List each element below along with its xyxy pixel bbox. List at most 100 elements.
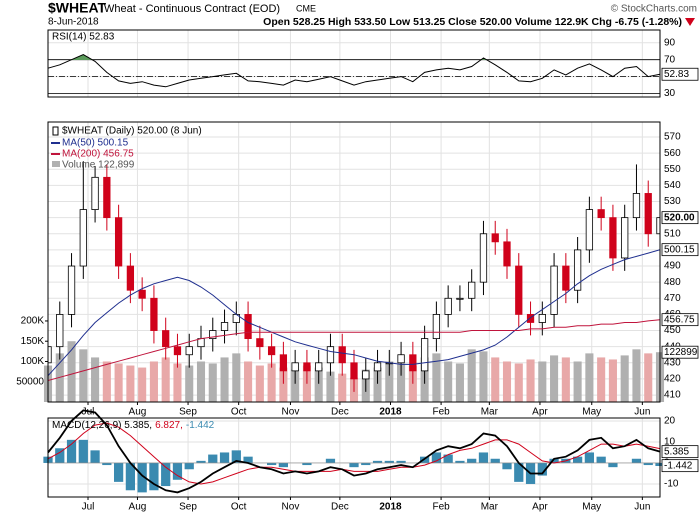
y-tick-label: 430: [664, 357, 681, 368]
histogram-bar: [431, 452, 442, 463]
volume-bar: [550, 355, 559, 402]
histogram-bar: [266, 462, 277, 466]
y-tick-label: 20: [664, 416, 676, 427]
volume-bar: [585, 353, 594, 402]
histogram-bar: [549, 458, 559, 463]
y-tick-label: 470: [664, 293, 681, 304]
legend-part: -1.442: [186, 420, 215, 431]
histogram-bar: [278, 462, 289, 468]
last-value: 500.15: [664, 244, 695, 255]
candle-body: [515, 265, 523, 315]
candle-body: [373, 362, 382, 372]
x-tick-label: Feb: [432, 407, 450, 418]
volume-bar: [126, 365, 135, 402]
volume-bar: [373, 367, 382, 402]
y-tick-label: 510: [664, 228, 681, 239]
histogram-bar: [161, 462, 171, 487]
x-tick-label: Dec: [331, 502, 349, 513]
histogram-bar: [184, 462, 194, 470]
volume-bar: [538, 361, 547, 402]
histogram-bar: [149, 462, 159, 491]
quote: Open 528.25 High 533.50 Low 513.25 Close…: [263, 16, 682, 28]
candle-body: [315, 362, 323, 372]
histogram-bar: [572, 456, 583, 463]
panel-frame: [47, 417, 661, 498]
candle-body: [432, 314, 441, 340]
candle-body: [256, 338, 264, 348]
candle-body: [197, 338, 205, 348]
last-value: 456.75: [664, 314, 695, 325]
volume-bar: [208, 363, 217, 402]
x-tick-label: Oct: [231, 407, 247, 418]
volume-bar: [338, 373, 347, 402]
panel-title: $WHEAT (Daily) 520.00 (8 Jun): [62, 126, 202, 137]
candle-body: [126, 265, 135, 291]
last-value-label: 52.83: [661, 67, 699, 81]
histogram-bar: [643, 462, 653, 466]
volume-bar: [455, 363, 464, 402]
histogram-bar: [467, 458, 477, 463]
volume-bar: [608, 359, 617, 402]
histogram-bar: [196, 460, 206, 463]
last-value: 52.83: [664, 69, 689, 80]
candle-body: [114, 217, 123, 267]
x-tick-label: May: [582, 407, 601, 418]
histogram-bar: [231, 450, 241, 463]
x-tick-label: Aug: [129, 407, 147, 418]
volume-bar: [102, 361, 111, 402]
histogram-bar: [78, 439, 88, 463]
last-value: 520.00: [664, 212, 695, 223]
histogram-bar: [66, 439, 77, 463]
rsi-line: [47, 54, 661, 88]
label-box: [661, 243, 699, 257]
x-tick-label: Feb: [432, 502, 450, 513]
volume-bar: [597, 357, 606, 402]
volume-bar: [502, 361, 512, 402]
volume-bar: [444, 361, 453, 402]
volume-bar: [314, 367, 323, 402]
label-box: [661, 459, 699, 473]
x-tick-label: Dec: [331, 407, 349, 418]
last-value-label: 456.75: [661, 313, 699, 327]
candle-body: [103, 176, 111, 219]
x-tick-label: Oct: [231, 502, 247, 513]
x-tick-label: Jun: [634, 407, 650, 418]
y-tick-label: 70: [664, 54, 676, 65]
volume-bar: [491, 357, 500, 402]
candle-body: [220, 322, 229, 331]
volume-bar: [385, 361, 394, 402]
down-arrow: [685, 18, 695, 26]
candle-body: [362, 370, 370, 380]
y-tick-label: 410: [664, 390, 681, 401]
panel-frame: [47, 121, 661, 403]
candle-body: [326, 346, 335, 364]
candle-body: [420, 338, 429, 372]
histogram-bar: [384, 460, 394, 463]
x-tick-label: Mar: [481, 502, 499, 513]
histogram-bar: [113, 462, 124, 482]
x-tick-label: Jul: [82, 502, 95, 513]
signal-line: [47, 422, 661, 485]
symbol: $WHEAT: [48, 0, 107, 16]
candle-body: [267, 346, 276, 356]
label-box: [661, 345, 699, 359]
x-tick-label: May: [582, 502, 601, 513]
candle-body: [56, 314, 64, 348]
candle-body: [644, 193, 652, 235]
macd-line: [47, 409, 661, 494]
histogram-bar: [137, 462, 147, 493]
candle-body: [456, 297, 464, 300]
volume-bar: [220, 357, 229, 402]
last-value-label: 520.00: [661, 211, 699, 225]
histogram-bar: [596, 456, 606, 463]
volume-bar: [526, 359, 535, 402]
volume-bar: [326, 371, 335, 402]
histogram-bar: [396, 460, 406, 463]
y-tick-label: 480: [664, 277, 681, 288]
histogram-bar: [608, 462, 618, 468]
histogram-bar: [443, 454, 453, 463]
y-tick-label: 530: [664, 196, 681, 207]
candle-body: [526, 314, 535, 323]
volume-bar: [91, 357, 100, 402]
